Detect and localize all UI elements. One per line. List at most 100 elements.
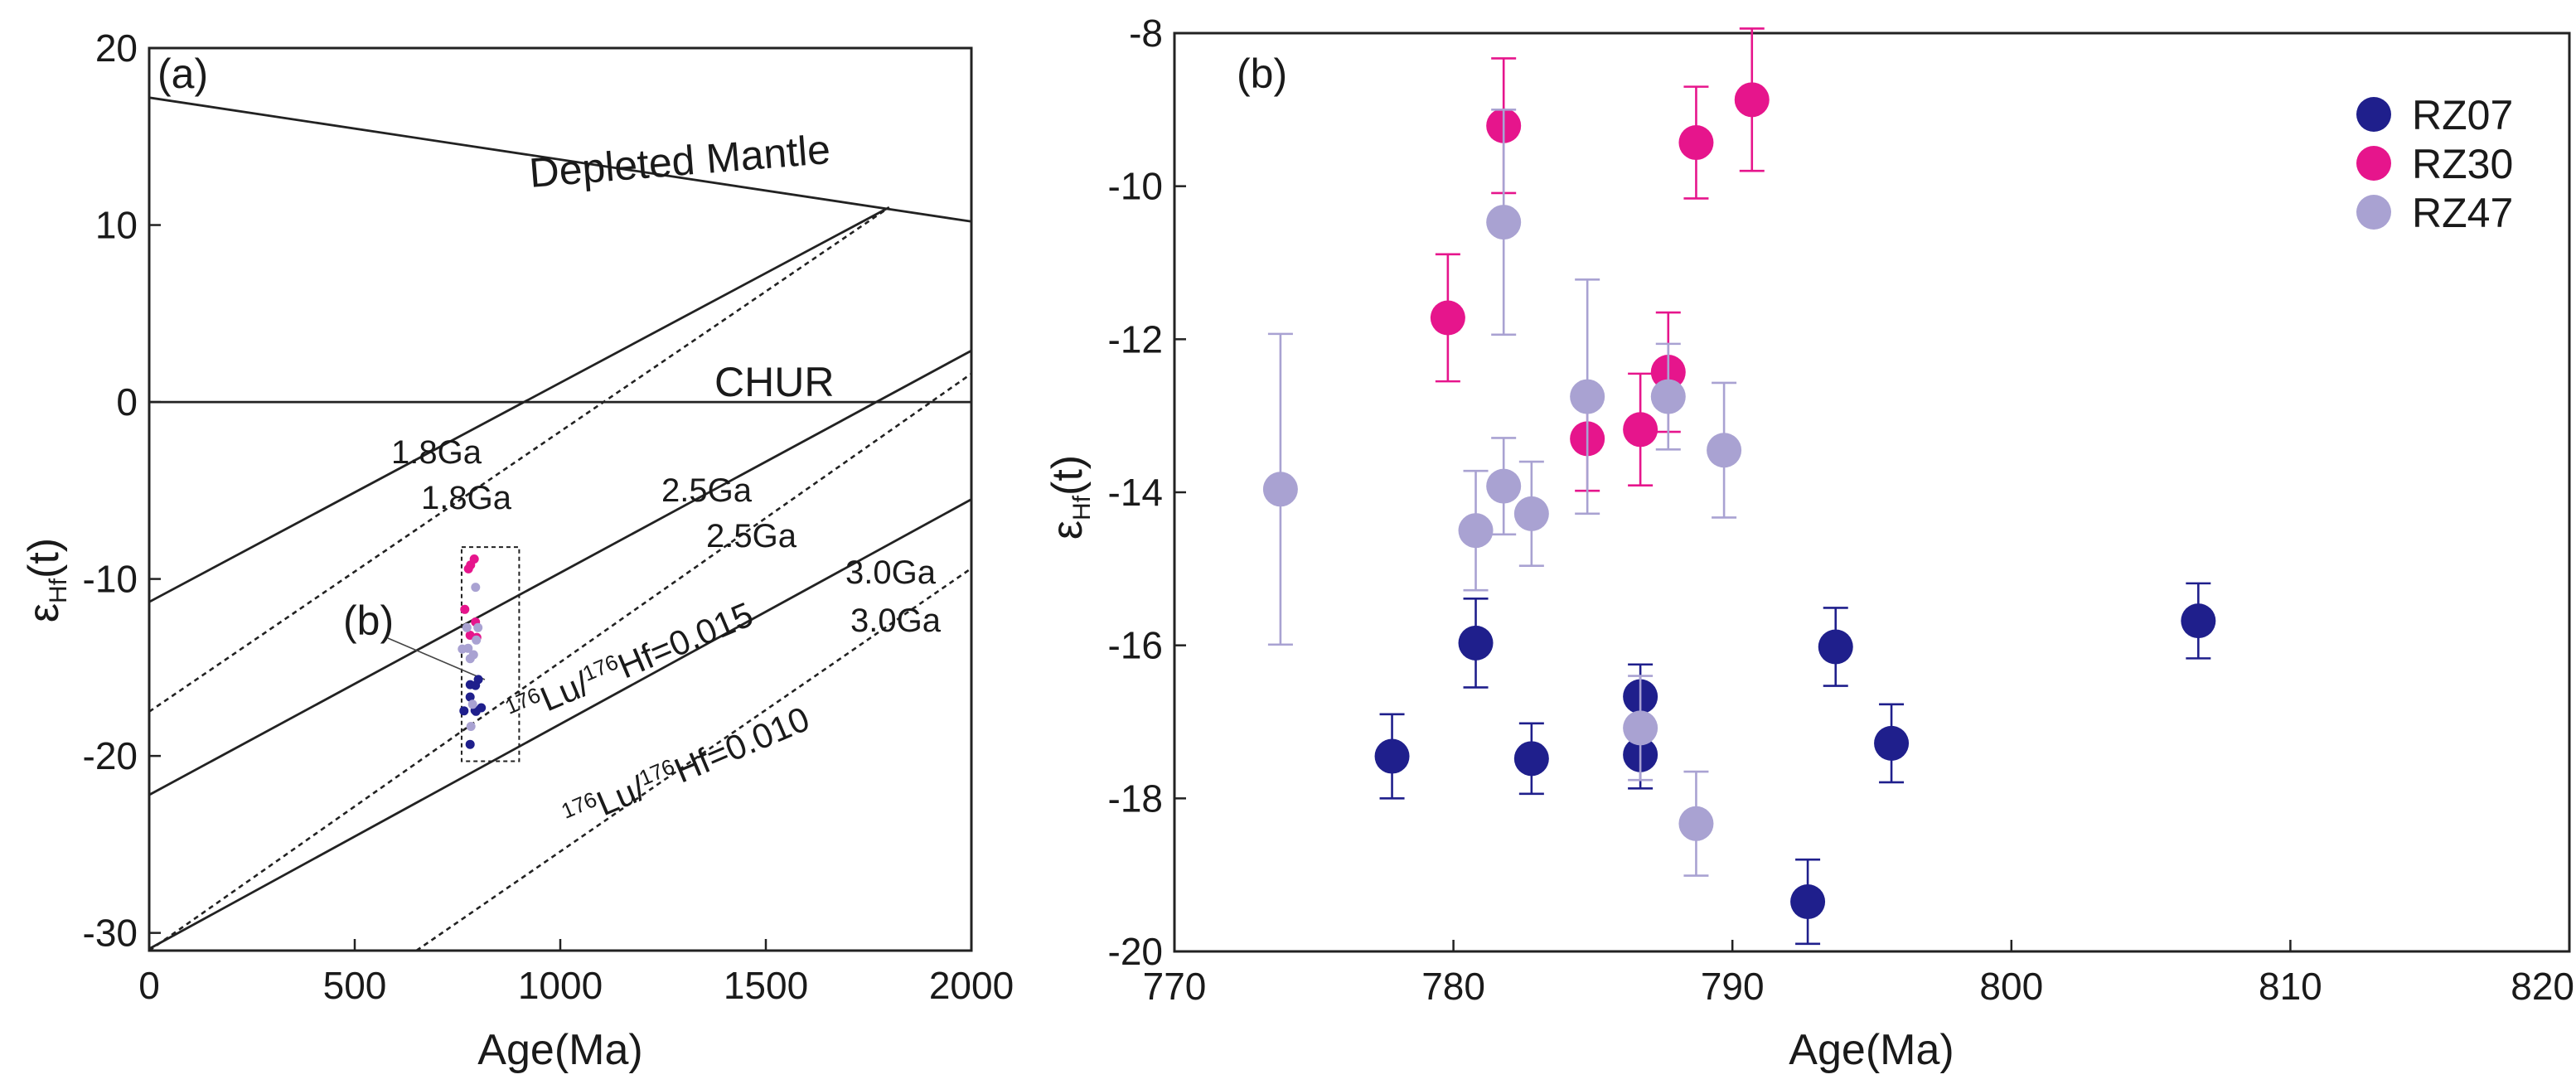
- panel-a-dot-rz30: [463, 564, 473, 574]
- line-3-0ga-solid: [149, 498, 971, 951]
- label-1-8ga-dashed: 1.8Ga: [421, 480, 512, 516]
- chur-label: CHUR: [714, 359, 834, 405]
- marker: [1570, 379, 1605, 414]
- panel-a-y-tick-label: 0: [116, 380, 138, 424]
- panel-a-dot-rz07: [465, 739, 475, 749]
- panel-a-x-tick-label: 1000: [518, 964, 603, 1007]
- label-3-0ga-dashed: 3.0Ga: [850, 603, 942, 639]
- label-3-0ga-solid: 3.0Ga: [845, 554, 937, 591]
- data-point-rz47: [1707, 381, 1742, 519]
- legend-marker: [2356, 146, 2391, 181]
- data-point-rz47: [1570, 278, 1605, 515]
- marker: [1623, 710, 1658, 746]
- data-point-rz30: [1678, 85, 1714, 200]
- inset-pointer-line: [387, 637, 486, 680]
- legend-item-rz47: RZ47: [2356, 190, 2513, 236]
- panel-a-dot-rz07: [473, 675, 483, 685]
- line-2-5ga-solid: [149, 349, 971, 796]
- panel-b-y-axis-title: εHf(t): [1043, 455, 1096, 540]
- line-1-8ga-solid: [149, 206, 890, 603]
- panel-b-x-tick-label: 790: [1701, 965, 1765, 1008]
- panel-b-x-tick-label: 770: [1143, 965, 1207, 1008]
- marker: [1374, 738, 1410, 774]
- panel-a-y-tick-label: 20: [95, 27, 138, 70]
- panel-a-y-tick-label: -10: [83, 558, 138, 601]
- data-point-rz30: [1623, 372, 1658, 486]
- marker: [1678, 125, 1714, 161]
- data-point-rz30: [1734, 27, 1770, 172]
- panel-b-x-tick-label: 810: [2259, 965, 2322, 1008]
- panel-a-y-axis-title: εHf(t): [20, 538, 72, 622]
- panel-a-dot-rz47: [466, 722, 476, 731]
- panel-b-x-tick-label: 820: [2511, 965, 2574, 1008]
- panel-b: 770 780 790 800 810 820 -8 -10 -12 -14 -16 -18 -20 R…: [1043, 12, 2574, 1074]
- data-point-rz07: [1818, 607, 1853, 687]
- panel-a-dot-rz30: [465, 631, 475, 640]
- panel-a: 0 500 1000 1500 2000 20 10 0 -10 -20 -30 (a) Deple…: [20, 27, 1014, 1074]
- panel-b-y-tick-label: -12: [1108, 317, 1163, 361]
- svg-text:εHf(t): εHf(t): [20, 538, 72, 622]
- data-point-rz47: [1678, 770, 1714, 877]
- panel-b-y-tick-label: -10: [1108, 165, 1163, 208]
- data-point-rz30: [1430, 253, 1465, 383]
- marker: [1262, 472, 1298, 507]
- marker: [1430, 300, 1465, 336]
- label-2-5ga-dashed: 2.5Ga: [706, 518, 797, 554]
- panel-a-dot-rz07: [465, 692, 475, 702]
- panel-a-ticks: 0 500 1000 1500 2000 20 10 0 -10 -20 -30: [83, 27, 1014, 1007]
- panel-a-dot-rz47: [471, 583, 481, 593]
- panel-b-label: (b): [1237, 51, 1287, 97]
- line-2-5ga-dashed: [149, 372, 971, 951]
- panel-a-reference-lines: [149, 96, 971, 951]
- marker: [1458, 625, 1494, 661]
- data-point-rz47: [1486, 109, 1522, 336]
- inset-region-box: [460, 546, 521, 762]
- marker: [1874, 725, 1910, 761]
- data-point-rz07: [1874, 703, 1910, 784]
- data-point-rz47: [1513, 460, 1549, 567]
- panel-b-y-tick-label: -8: [1129, 12, 1163, 55]
- panel-a-dot-rz07: [459, 706, 469, 716]
- panel-a-x-tick-label: 2000: [929, 964, 1014, 1007]
- svg-text:εHf(t): εHf(t): [1043, 455, 1096, 540]
- depleted-mantle-label: Depleted Mantle: [527, 126, 831, 196]
- data-point-rz07: [1374, 713, 1410, 800]
- panel-a-x-tick-label: 1500: [724, 964, 808, 1007]
- data-point-rz47: [1458, 469, 1494, 592]
- legend-label: RZ07: [2412, 92, 2513, 138]
- line-3-0ga-dashed: [415, 567, 971, 951]
- marker: [1486, 205, 1522, 240]
- panel-b-ticks: 770 780 790 800 810 820 -8 -10 -12 -14 -16 -18 -20: [1108, 12, 2574, 1008]
- marker: [2181, 603, 2216, 639]
- label-1-8ga-solid: 1.8Ga: [391, 434, 482, 471]
- data-point-rz07: [1513, 722, 1549, 796]
- panel-a-y-tick-label: -30: [83, 912, 138, 955]
- lu-hf-0010-label: 176Lu/176Hf=0.010: [558, 698, 815, 837]
- marker: [1678, 806, 1714, 841]
- panel-b-y-tick-label: -18: [1108, 777, 1163, 820]
- data-point-rz47: [1650, 342, 1686, 451]
- line-1-8ga-dashed: [149, 206, 890, 713]
- inset-label: (b): [343, 598, 394, 644]
- legend-label: RZ47: [2412, 190, 2513, 236]
- panel-a-dot-rz30: [469, 554, 479, 564]
- panel-a-dot-rz47: [463, 643, 473, 653]
- data-point-rz47: [1262, 332, 1298, 646]
- panel-b-x-axis-title: Age(Ma): [1789, 1026, 1954, 1074]
- panel-b-x-tick-label: 800: [1979, 965, 2043, 1008]
- panel-a-y-tick-label: -20: [83, 734, 138, 777]
- panel-a-label: (a): [157, 51, 208, 97]
- panel-a-x-tick-label: 500: [323, 964, 387, 1007]
- marker: [1734, 82, 1770, 118]
- panel-a-x-tick-label: 0: [138, 964, 160, 1007]
- panel-b-x-tick-label: 780: [1421, 965, 1485, 1008]
- marker: [1650, 379, 1686, 414]
- data-point-rz47: [1486, 437, 1522, 536]
- legend-label: RZ30: [2412, 141, 2513, 187]
- panel-a-x-axis-title: Age(Ma): [477, 1026, 642, 1074]
- marker: [1790, 883, 1826, 919]
- legend-item-rz07: RZ07: [2356, 92, 2513, 138]
- panel-b-y-tick-label: -14: [1108, 471, 1163, 514]
